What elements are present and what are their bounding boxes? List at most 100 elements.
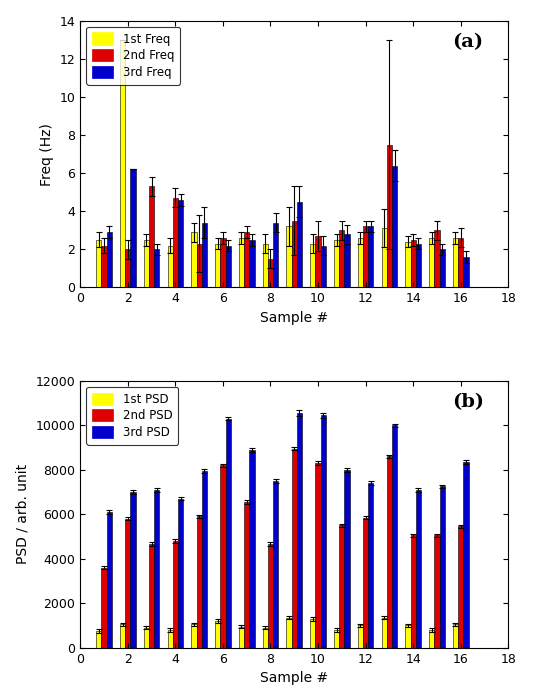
- Bar: [226, 245, 231, 287]
- Bar: [125, 519, 131, 648]
- Text: (a): (a): [453, 33, 484, 52]
- Bar: [149, 187, 154, 287]
- Bar: [334, 630, 339, 648]
- Bar: [458, 526, 463, 648]
- Bar: [410, 535, 416, 648]
- Bar: [429, 238, 434, 287]
- Bar: [192, 624, 196, 648]
- Bar: [244, 232, 249, 287]
- Bar: [131, 169, 136, 287]
- Bar: [286, 617, 292, 648]
- Bar: [363, 517, 368, 648]
- Bar: [273, 223, 278, 287]
- Bar: [392, 165, 397, 287]
- Bar: [96, 240, 102, 287]
- Bar: [144, 240, 149, 287]
- Bar: [358, 238, 363, 287]
- Bar: [106, 232, 112, 287]
- Bar: [297, 202, 302, 287]
- X-axis label: Sample #: Sample #: [260, 671, 328, 685]
- Bar: [120, 624, 125, 648]
- Bar: [144, 628, 149, 648]
- Bar: [363, 227, 368, 287]
- Bar: [149, 544, 154, 648]
- Bar: [381, 617, 387, 648]
- Bar: [273, 481, 278, 648]
- Bar: [416, 490, 421, 648]
- Bar: [263, 244, 268, 287]
- Bar: [178, 499, 183, 648]
- Bar: [416, 244, 421, 287]
- Bar: [345, 234, 350, 287]
- Bar: [381, 228, 387, 287]
- Bar: [220, 465, 226, 648]
- Bar: [410, 240, 416, 287]
- Bar: [406, 626, 410, 648]
- Bar: [316, 463, 320, 648]
- Bar: [226, 419, 231, 648]
- Bar: [453, 624, 458, 648]
- Bar: [173, 198, 178, 287]
- Bar: [173, 541, 178, 648]
- Bar: [453, 238, 458, 287]
- Y-axis label: PSD / arb. unit: PSD / arb. unit: [16, 464, 30, 564]
- Bar: [368, 483, 373, 648]
- X-axis label: Sample #: Sample #: [260, 311, 328, 325]
- Bar: [167, 630, 173, 648]
- Bar: [345, 470, 350, 648]
- Bar: [96, 631, 102, 648]
- Bar: [106, 512, 112, 648]
- Bar: [202, 223, 207, 287]
- Bar: [154, 249, 159, 287]
- Bar: [268, 544, 273, 648]
- Bar: [178, 200, 183, 287]
- Bar: [120, 40, 125, 287]
- Bar: [434, 535, 440, 648]
- Bar: [220, 238, 226, 287]
- Bar: [339, 526, 345, 648]
- Bar: [387, 456, 392, 648]
- Bar: [244, 502, 249, 648]
- Bar: [387, 145, 392, 287]
- Bar: [429, 630, 434, 648]
- Bar: [239, 238, 244, 287]
- Bar: [310, 244, 316, 287]
- Bar: [463, 462, 469, 648]
- Bar: [102, 568, 106, 648]
- Bar: [440, 249, 445, 287]
- Bar: [339, 230, 345, 287]
- Y-axis label: Freq (Hz): Freq (Hz): [40, 123, 54, 185]
- Bar: [292, 449, 297, 648]
- Bar: [292, 220, 297, 287]
- Bar: [215, 621, 220, 648]
- Bar: [320, 415, 326, 648]
- Bar: [406, 242, 410, 287]
- Bar: [458, 238, 463, 287]
- Bar: [196, 517, 202, 648]
- Legend: 1st PSD, 2nd PSD, 3rd PSD: 1st PSD, 2nd PSD, 3rd PSD: [86, 387, 178, 445]
- Bar: [286, 227, 292, 287]
- Bar: [196, 244, 202, 287]
- Text: (b): (b): [453, 393, 485, 411]
- Bar: [263, 628, 268, 648]
- Bar: [310, 619, 316, 648]
- Bar: [316, 236, 320, 287]
- Bar: [440, 486, 445, 648]
- Bar: [249, 240, 255, 287]
- Bar: [215, 244, 220, 287]
- Bar: [167, 245, 173, 287]
- Bar: [102, 245, 106, 287]
- Bar: [249, 450, 255, 648]
- Bar: [131, 492, 136, 648]
- Bar: [358, 626, 363, 648]
- Bar: [239, 626, 244, 648]
- Bar: [368, 227, 373, 287]
- Legend: 1st Freq, 2nd Freq, 3rd Freq: 1st Freq, 2nd Freq, 3rd Freq: [86, 27, 180, 85]
- Bar: [268, 259, 273, 287]
- Bar: [202, 471, 207, 648]
- Bar: [297, 413, 302, 648]
- Bar: [463, 257, 469, 287]
- Bar: [392, 425, 397, 648]
- Bar: [434, 230, 440, 287]
- Bar: [125, 249, 131, 287]
